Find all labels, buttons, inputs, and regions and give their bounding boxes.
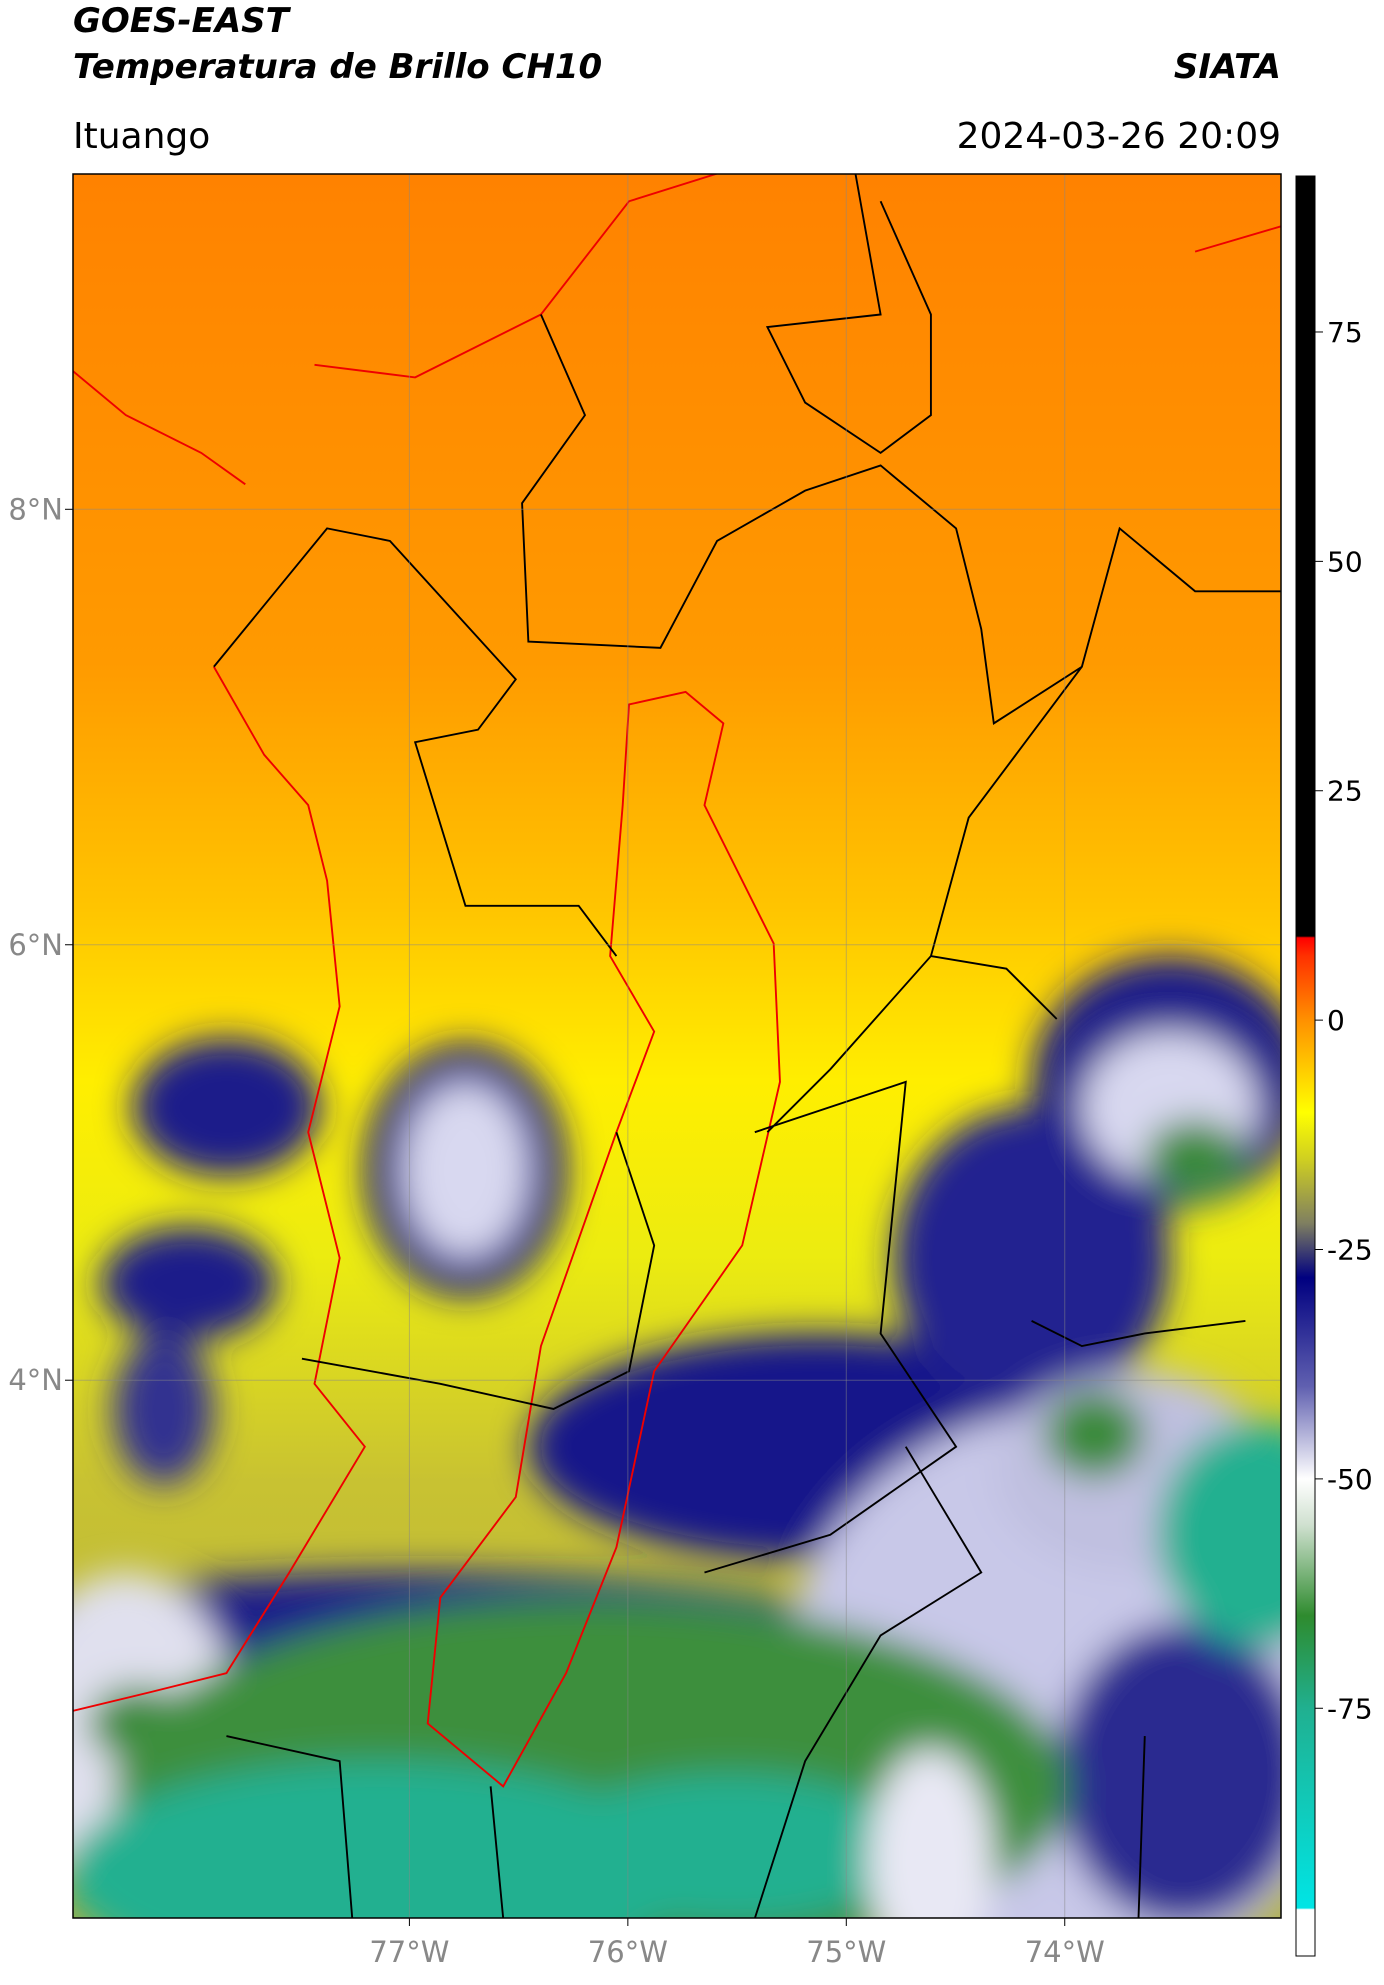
timestamp: 2024-03-26 20:09 (957, 116, 1281, 157)
x-tick-label: 74°W (1025, 1935, 1105, 1969)
colorbar (1295, 175, 1316, 1957)
colorbar-tick-label: -75 (1327, 1692, 1373, 1725)
subtitle: Temperatura de Brillo CH10 (73, 47, 602, 87)
borders (73, 174, 1281, 1918)
colorbar-tick-label: -50 (1327, 1463, 1373, 1496)
y-tick-label: 6°N (8, 928, 63, 962)
colorbar-tick-label: 25 (1327, 775, 1363, 808)
y-tick-label: 4°N (8, 1363, 63, 1397)
map-image (73, 174, 1281, 1918)
colorbar-tick-label: 0 (1327, 1004, 1345, 1037)
source: SIATA (1174, 47, 1281, 87)
colorbar-tick-label: 75 (1327, 316, 1363, 349)
map-frame (72, 173, 1282, 1919)
title: GOES-EAST (73, 1, 292, 41)
x-tick-label: 77°W (369, 1935, 449, 1969)
colorbar-tick-label: -25 (1327, 1234, 1373, 1267)
colorbar-tick-label: 50 (1327, 545, 1363, 578)
x-tick-label: 75°W (806, 1935, 886, 1969)
location: Ituango (73, 116, 210, 157)
x-tick-label: 76°W (588, 1935, 668, 1969)
y-tick-label: 8°N (8, 492, 63, 526)
